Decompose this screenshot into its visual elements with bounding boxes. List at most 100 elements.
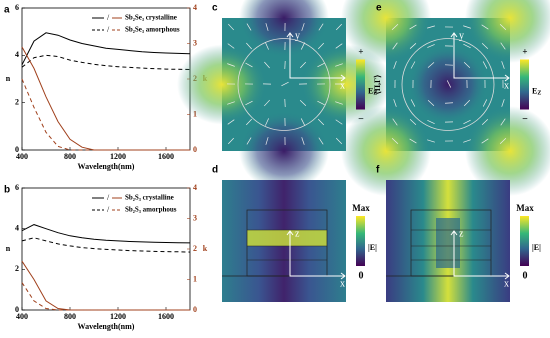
y2-tick-label: 2 [193,244,197,253]
arrow [299,61,307,69]
panel-letter: d [212,165,218,176]
y-axis-label: n [6,74,11,83]
blob [341,0,431,63]
data-line [21,54,191,70]
arrow [335,23,343,31]
arrow [246,137,252,145]
arrow [393,99,397,107]
y2-tick-label: 4 [193,3,197,12]
legend-label: Sb₂Se₃ crystalline [125,14,177,22]
arrow [317,62,325,68]
arrow [227,63,235,67]
blob [239,111,329,191]
x-tick-label: 400 [16,312,28,321]
band [247,230,327,246]
y2-tick-label: 3 [193,38,197,47]
arrow [281,81,289,87]
y2-tick-label: 3 [193,213,197,222]
arrow [481,24,489,30]
data-line [21,46,190,151]
arrow [392,42,398,50]
arrow [500,118,506,126]
legend-separator: / [107,205,110,214]
field-map [222,180,346,302]
arrow [245,62,253,68]
panel-letter: c [212,3,218,14]
cb-label: EZ [532,86,541,97]
blob [341,106,431,196]
legend-label: Sb₂Se₃ amorphous [125,26,180,34]
arrow [246,23,252,31]
arrow [391,24,399,30]
arrow [481,42,489,50]
arrow [427,139,435,143]
colorbar [356,216,365,266]
axis-letter: y [459,30,464,41]
arrow [463,139,471,143]
y-tick-label: 2 [15,264,19,273]
arrow [463,61,471,69]
arrow [482,61,488,69]
x-tick-label: 800 [64,312,76,321]
axes [286,32,346,82]
legend-label: Sb₂S₃ crystalline [125,194,174,202]
arrow [265,23,269,31]
arrow [481,118,489,126]
side-label: ⟨Π,Γ⟩ [373,75,382,95]
legend-separator: / [107,193,110,202]
colorbar [520,216,529,266]
arrow [301,137,305,145]
field-map [341,0,550,196]
arrow [499,23,507,31]
colorbar [520,59,529,110]
cb-top: + [522,47,527,57]
blob [177,44,267,125]
arrow [264,61,270,69]
ring [237,38,331,131]
arrow [318,137,324,145]
blob [239,0,329,58]
arrow [227,101,235,105]
cb-top: Max [352,203,370,213]
y-axis-label: n [6,244,11,253]
arrow [299,99,307,107]
arrow [427,44,435,48]
arrow [301,23,305,31]
axis-letter: y [295,30,300,41]
y-tick-label: 6 [15,183,19,192]
y-tick-label: 0 [15,305,19,314]
arrow [427,100,435,106]
legend-separator: / [107,13,110,22]
arrow [427,62,435,68]
data-line [21,260,190,311]
arrow [501,99,505,107]
arrow [427,25,435,29]
arrow [317,100,325,106]
axis-letter: z [295,228,300,239]
arrow [499,137,507,145]
panel-letter: e [376,3,382,14]
axis-letter: x [504,80,509,91]
blob [465,106,550,196]
arrow [300,42,306,50]
x-tick-label: 400 [16,152,28,161]
panel-letter: f [376,165,380,176]
axis-letter: x [504,278,509,289]
arrow [227,43,235,49]
arrow [463,43,471,49]
arrow [446,80,452,88]
arrow [393,61,397,69]
axes [286,230,346,280]
arrow [317,42,325,50]
arrow [409,138,417,144]
legend-separator: / [107,25,110,34]
ring [401,38,495,131]
y2-tick-label: 0 [193,145,197,154]
legend-label: Sb₂S₃ amorphous [125,206,177,214]
arrow [335,101,343,105]
arrow [246,42,252,50]
cb-bottom: − [522,114,528,125]
x-tick-label: 1600 [158,312,174,321]
x-tick-label: 1200 [110,312,126,321]
arrow [391,138,399,144]
